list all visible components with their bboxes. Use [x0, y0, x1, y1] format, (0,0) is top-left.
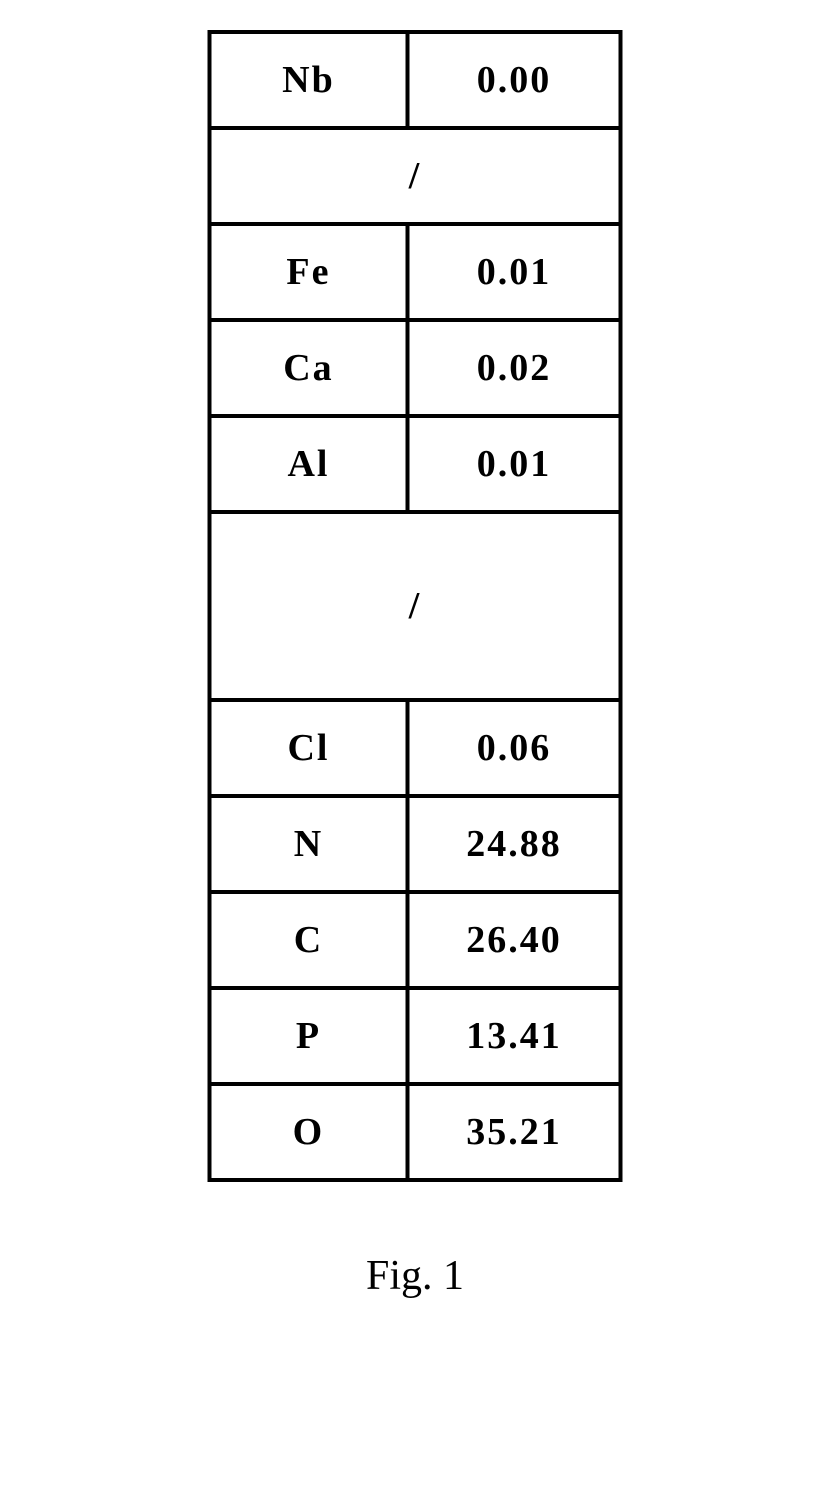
figure-caption: Fig. 1 [208, 1252, 623, 1300]
element-value: 24.88 [407, 796, 620, 892]
element-value: 35.21 [407, 1084, 620, 1180]
element-value: 0.01 [407, 416, 620, 512]
element-label: C [210, 892, 408, 988]
element-value: 0.06 [407, 700, 620, 796]
element-label: Fe [210, 224, 408, 320]
element-value: 0.01 [407, 224, 620, 320]
separator-row: / [210, 128, 621, 224]
element-value: 0.00 [407, 32, 620, 128]
element-label: N [210, 796, 408, 892]
element-label: Al [210, 416, 408, 512]
element-value: 13.41 [407, 988, 620, 1084]
composition-table: Nb0.00/Fe0.01Ca0.02Al0.01/Cl0.06N24.88C2… [208, 30, 623, 1182]
element-value: 26.40 [407, 892, 620, 988]
element-value: 0.02 [407, 320, 620, 416]
element-label: Nb [210, 32, 408, 128]
element-label: P [210, 988, 408, 1084]
element-label: O [210, 1084, 408, 1180]
separator-row: / [210, 512, 621, 700]
element-label: Ca [210, 320, 408, 416]
element-label: Cl [210, 700, 408, 796]
